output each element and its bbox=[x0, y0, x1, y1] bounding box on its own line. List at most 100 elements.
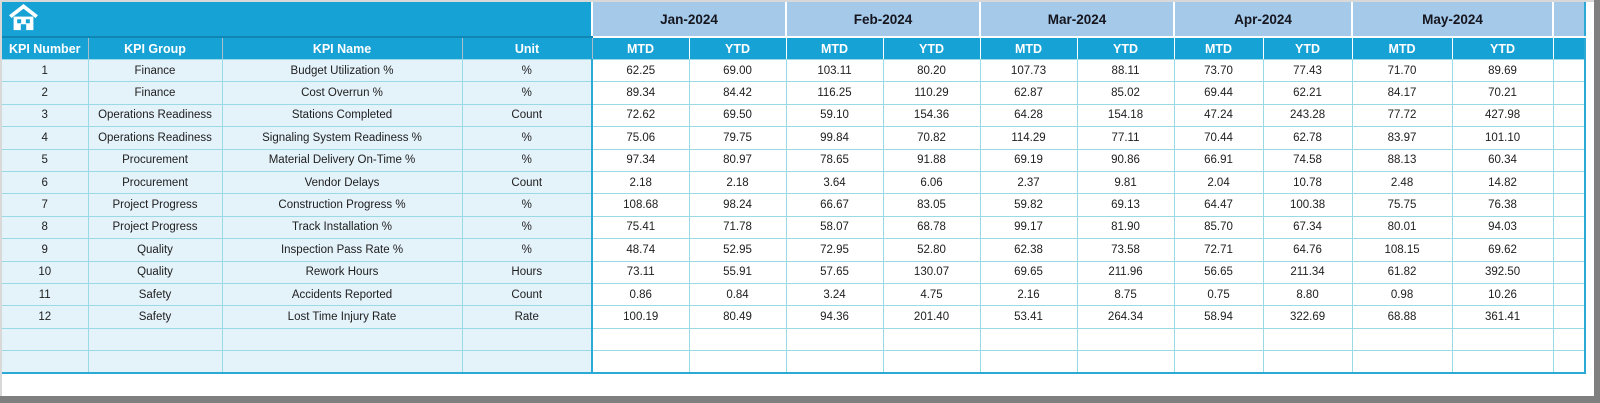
column-header-row: KPI Number KPI Group KPI Name Unit MTD Y… bbox=[2, 37, 1587, 60]
kpi-name-cell: Track Installation % bbox=[222, 216, 463, 240]
partial-cell bbox=[1553, 238, 1587, 262]
value-cell bbox=[1452, 328, 1554, 352]
value-cell bbox=[592, 350, 690, 375]
column-header-ytd: YTD bbox=[1263, 37, 1353, 60]
partial-cell bbox=[1553, 283, 1587, 307]
value-cell bbox=[1174, 328, 1264, 352]
partial-cell bbox=[1553, 149, 1587, 172]
value-cell: 69.44 bbox=[1174, 81, 1264, 105]
column-header-mtd: MTD bbox=[592, 37, 690, 60]
value-cell bbox=[786, 350, 884, 375]
kpi-unit-cell: Count bbox=[462, 104, 593, 128]
value-cell: 68.78 bbox=[883, 216, 981, 240]
home-icon bbox=[9, 4, 38, 31]
value-cell: 72.62 bbox=[592, 104, 690, 128]
value-cell: 81.90 bbox=[1077, 216, 1175, 240]
value-cell: 66.67 bbox=[786, 193, 884, 217]
value-cell: 52.95 bbox=[689, 238, 787, 262]
kpi-number-cell: 2 bbox=[2, 81, 89, 105]
window-top-border bbox=[0, 0, 1600, 2]
month-header-cell: Feb-2024 bbox=[786, 2, 982, 38]
partial-cell bbox=[1553, 216, 1587, 240]
kpi-name-cell: Budget Utilization % bbox=[222, 59, 463, 83]
kpi-number-cell: 8 bbox=[2, 216, 89, 240]
home-button[interactable] bbox=[9, 4, 38, 31]
value-cell: 77.72 bbox=[1352, 104, 1453, 128]
value-cell: 10.26 bbox=[1452, 283, 1554, 307]
value-cell: 64.28 bbox=[980, 104, 1078, 128]
value-cell: 89.69 bbox=[1452, 59, 1554, 83]
value-cell: 99.17 bbox=[980, 216, 1078, 240]
value-cell: 85.02 bbox=[1077, 81, 1175, 105]
value-cell: 98.24 bbox=[689, 193, 787, 217]
window-right-border bbox=[1594, 0, 1600, 403]
value-cell: 76.38 bbox=[1452, 193, 1554, 217]
table-row: 9 Quality Inspection Pass Rate %% 48.74 52.9… bbox=[2, 238, 1587, 262]
value-cell: 73.58 bbox=[1077, 238, 1175, 262]
table-row: 10 Quality Rework Hours Hours 73.11 55.91 57.6… bbox=[2, 261, 1587, 284]
value-cell: 84.42 bbox=[689, 81, 787, 105]
kpi-group-cell: Safety bbox=[88, 305, 223, 329]
value-cell: 47.24 bbox=[1174, 104, 1264, 128]
value-cell: 84.17 bbox=[1352, 81, 1453, 105]
value-cell: 64.76 bbox=[1263, 238, 1353, 262]
value-cell: 110.29 bbox=[883, 81, 981, 105]
kpi-name-cell: Cost Overrun % bbox=[222, 81, 463, 105]
value-cell bbox=[1174, 350, 1264, 375]
value-cell bbox=[1352, 350, 1453, 375]
value-cell: 59.82 bbox=[980, 193, 1078, 217]
kpi-unit-cell: % bbox=[462, 193, 593, 217]
value-cell: 10.78 bbox=[1263, 171, 1353, 195]
value-cell: 55.91 bbox=[689, 261, 787, 284]
value-cell: 108.15 bbox=[1352, 238, 1453, 262]
kpi-unit-cell: % bbox=[462, 126, 593, 150]
value-cell: 62.87 bbox=[980, 81, 1078, 105]
column-header-ytd: YTD bbox=[883, 37, 981, 60]
value-cell: 3.24 bbox=[786, 283, 884, 307]
value-cell: 88.11 bbox=[1077, 59, 1175, 83]
value-cell: 85.70 bbox=[1174, 216, 1264, 240]
partial-cell bbox=[1553, 171, 1587, 195]
kpi-group-cell: Finance bbox=[88, 81, 223, 105]
value-cell: 2.48 bbox=[1352, 171, 1453, 195]
value-cell: 90.86 bbox=[1077, 149, 1175, 172]
kpi-name-cell: Construction Progress % bbox=[222, 193, 463, 217]
partial-subheader-cell bbox=[1553, 37, 1587, 60]
value-cell: 427.98 bbox=[1452, 104, 1554, 128]
value-cell: 62.38 bbox=[980, 238, 1078, 262]
value-cell bbox=[883, 328, 981, 352]
value-cell: 91.88 bbox=[883, 149, 981, 172]
table-row: 4 Operations Readiness Signaling System Re… bbox=[2, 126, 1587, 150]
value-cell: 56.65 bbox=[1174, 261, 1264, 284]
kpi-name-cell: Lost Time Injury Rate bbox=[222, 305, 463, 329]
value-cell: 103.11 bbox=[786, 59, 884, 83]
kpi-number-cell: 9 bbox=[2, 238, 89, 262]
kpi-group-cell: Quality bbox=[88, 261, 223, 284]
value-cell: 97.34 bbox=[592, 149, 690, 172]
kpi-unit-cell: % bbox=[462, 59, 593, 83]
value-cell: 71.70 bbox=[1352, 59, 1453, 83]
value-cell: 116.25 bbox=[786, 81, 884, 105]
month-header-cell: Apr-2024 bbox=[1174, 2, 1354, 38]
kpi-number-cell: 11 bbox=[2, 283, 89, 307]
value-cell: 66.91 bbox=[1174, 149, 1264, 172]
value-cell: 69.00 bbox=[689, 59, 787, 83]
kpi-group-cell: Operations Readiness bbox=[88, 104, 223, 128]
value-cell: 2.18 bbox=[592, 171, 690, 195]
value-cell bbox=[592, 328, 690, 352]
value-cell: 79.75 bbox=[689, 126, 787, 150]
kpi-unit-cell: % bbox=[462, 238, 593, 262]
value-cell: 80.97 bbox=[689, 149, 787, 172]
value-cell: 58.07 bbox=[786, 216, 884, 240]
table-row: 11 Safety Accidents Reported Count 0.86 0.84 3… bbox=[2, 283, 1587, 307]
value-cell: 14.82 bbox=[1452, 171, 1554, 195]
kpi-number-cell: 10 bbox=[2, 261, 89, 284]
kpi-group-cell bbox=[88, 328, 223, 352]
value-cell: 392.50 bbox=[1452, 261, 1554, 284]
kpi-number-cell: 4 bbox=[2, 126, 89, 150]
value-cell: 69.19 bbox=[980, 149, 1078, 172]
kpi-unit-cell: % bbox=[462, 149, 593, 172]
value-cell bbox=[786, 328, 884, 352]
kpi-number-cell: 7 bbox=[2, 193, 89, 217]
